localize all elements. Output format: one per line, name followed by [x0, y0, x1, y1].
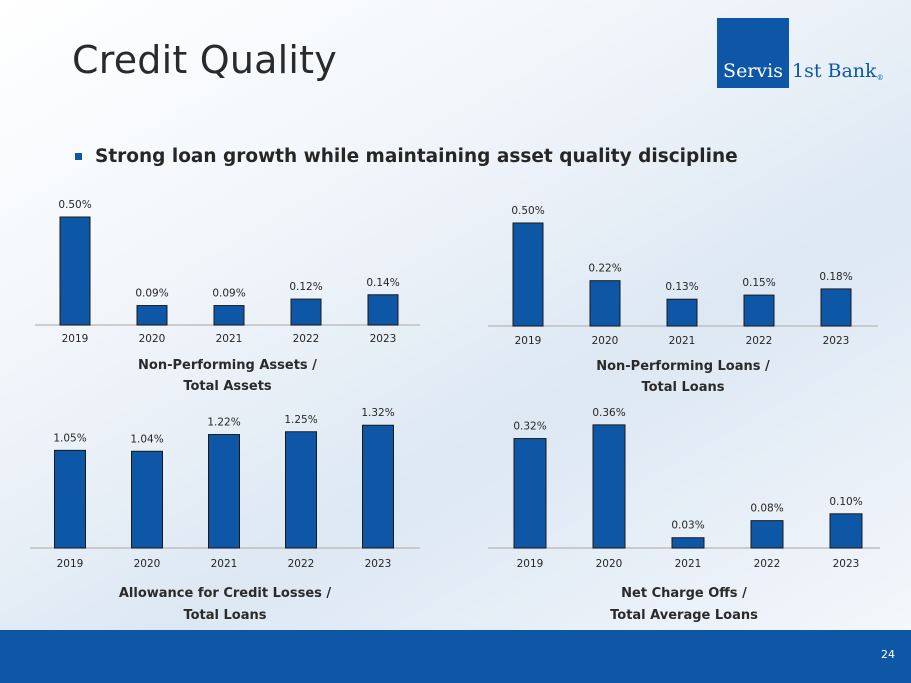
- bar-2023: [829, 513, 863, 549]
- chart-allowance-total-loans: 1.05% 2019 1.04% 2020 1.22% 2021 1.25% 2022 1.32…: [30, 407, 420, 623]
- bar-2021: [213, 305, 245, 326]
- bar-2023: [820, 288, 852, 327]
- bar-2021: [208, 434, 240, 549]
- chart-nco-avg-loans: 0.32% 2019 0.36% 2020 0.03% 2021 0.08% 2022 0.10…: [488, 407, 880, 623]
- logo-part1: Servis: [717, 18, 789, 88]
- data-label: 0.09%: [135, 288, 168, 300]
- data-label: 0.50%: [511, 205, 544, 217]
- chart-title-line: Total Loans: [641, 380, 724, 395]
- data-label: 0.22%: [588, 263, 621, 275]
- data-label: 0.10%: [829, 496, 862, 508]
- category-label: 2020: [139, 333, 166, 345]
- data-label: 1.25%: [284, 414, 317, 426]
- chart-title-line: Allowance for Credit Losses /: [119, 586, 332, 601]
- category-label: 2022: [288, 558, 315, 570]
- bar-2019: [54, 449, 86, 549]
- data-label: 1.05%: [53, 432, 86, 444]
- category-label: 2023: [370, 333, 397, 345]
- category-label: 2023: [365, 558, 392, 570]
- category-label: 2020: [134, 558, 161, 570]
- footer-bar: 24: [0, 630, 911, 683]
- chart-npl-total-loans: 0.50% 2019 0.22% 2020 0.13% 2021 0.15% 2022 0.18…: [488, 205, 878, 395]
- bar-2021: [671, 537, 705, 549]
- category-label: 2022: [754, 558, 781, 570]
- category-label: 2019: [62, 333, 89, 345]
- data-label: 0.36%: [592, 407, 625, 419]
- logo-part2: 1st Bank ®: [792, 60, 884, 82]
- category-label: 2021: [211, 558, 238, 570]
- bar-2019: [512, 222, 544, 327]
- data-label: 1.32%: [361, 407, 394, 419]
- data-label: 0.12%: [289, 281, 322, 293]
- page-title: Credit Quality: [72, 38, 337, 82]
- chart-title-line: Total Average Loans: [610, 608, 758, 623]
- bullet-square-icon: [75, 153, 82, 160]
- key-point: Strong loan growth while maintaining ass…: [75, 146, 738, 167]
- chart-title-line: Total Assets: [183, 379, 272, 394]
- chart-title-line: Non-Performing Assets /: [138, 358, 317, 373]
- data-label: 0.15%: [742, 277, 775, 289]
- bar-2020: [589, 280, 621, 327]
- chart-title-line: Non-Performing Loans /: [596, 359, 770, 374]
- bar-2022: [750, 520, 784, 549]
- category-label: 2019: [57, 558, 84, 570]
- category-label: 2021: [216, 333, 243, 345]
- category-label: 2023: [823, 335, 850, 347]
- category-label: 2021: [675, 558, 702, 570]
- data-label: 0.09%: [212, 288, 245, 300]
- category-label: 2021: [669, 335, 696, 347]
- data-label: 0.50%: [58, 199, 91, 211]
- data-label: 0.03%: [671, 520, 704, 532]
- chart-npa-total-assets: 0.50% 2019 0.09% 2020 0.09% 2021 0.12% 2022 0.14…: [35, 199, 420, 394]
- bar-2019: [513, 438, 547, 549]
- data-label: 0.18%: [819, 271, 852, 283]
- data-label: 1.22%: [207, 417, 240, 429]
- key-point-text: Strong loan growth while maintaining ass…: [95, 146, 738, 167]
- bar-2020: [136, 305, 168, 326]
- bar-2022: [290, 298, 322, 326]
- bar-2023: [367, 294, 399, 326]
- data-label: 0.13%: [665, 281, 698, 293]
- chart-title-line: Net Charge Offs /: [621, 586, 747, 601]
- bar-2019: [59, 216, 91, 326]
- page-number: 24: [881, 648, 895, 661]
- category-label: 2020: [592, 335, 619, 347]
- data-label: 0.08%: [750, 503, 783, 515]
- category-label: 2022: [746, 335, 773, 347]
- bar-2021: [666, 298, 698, 327]
- bar-2022: [743, 294, 775, 327]
- category-label: 2020: [596, 558, 623, 570]
- category-label: 2022: [293, 333, 320, 345]
- category-label: 2023: [833, 558, 860, 570]
- servisfirst-logo: Servis 1st Bank ®: [717, 18, 884, 88]
- category-label: 2019: [517, 558, 544, 570]
- data-label: 0.32%: [513, 421, 546, 433]
- data-label: 1.04%: [130, 433, 163, 445]
- bar-2023: [362, 424, 394, 549]
- bar-2022: [285, 431, 317, 549]
- bar-2020: [592, 424, 626, 549]
- chart-title-line: Total Loans: [183, 608, 266, 623]
- data-label: 0.14%: [366, 277, 399, 289]
- category-label: 2019: [515, 335, 542, 347]
- bar-2020: [131, 450, 163, 549]
